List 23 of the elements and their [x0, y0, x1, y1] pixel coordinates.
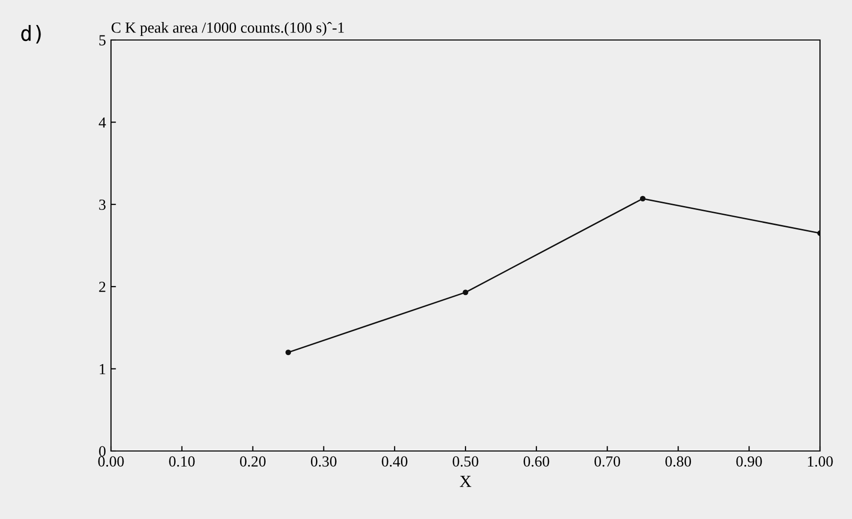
- text: d): [21, 24, 41, 44]
- y-tick-label: 2: [99, 282, 106, 292]
- x-tick-label: 0.30: [310, 456, 336, 467]
- y-tick-label: 1: [100, 364, 106, 374]
- point: [285, 350, 292, 356]
- y-tick-label: 5: [99, 35, 106, 46]
- x-tick-label: 0.80: [665, 456, 691, 467]
- x-tick-label: 0.40: [382, 456, 408, 467]
- y-tick-label: 3: [99, 200, 106, 210]
- x-tick-label: 0.20: [240, 456, 266, 467]
- y-tick-label: 4: [98, 117, 106, 128]
- x-tick-label: 0.10: [169, 456, 195, 467]
- y-axis-title: C K peak area /1000 counts.(100 s)ˆ-1: [112, 22, 344, 36]
- point: [640, 196, 646, 202]
- x-tick-label: 0.90: [736, 456, 762, 467]
- point: [462, 290, 468, 296]
- x-axis-title: X: [460, 476, 472, 487]
- x-tick-label: 0.00: [98, 456, 124, 467]
- x-tick-label: 0.50: [452, 456, 478, 467]
- x-tick-label: 0.60: [524, 456, 550, 467]
- x-tick-label: 0.70: [594, 456, 620, 467]
- x-tick-label: 1.00: [808, 456, 833, 467]
- y-tick-label: 0: [99, 446, 106, 456]
